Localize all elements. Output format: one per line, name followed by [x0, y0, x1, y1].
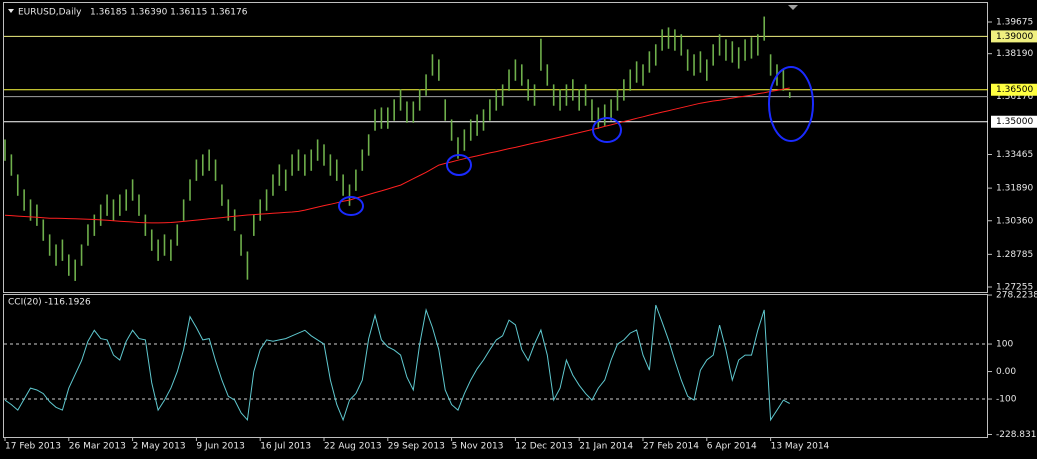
cci-panel: [3, 294, 988, 438]
y-tick-label: -100: [996, 395, 1017, 405]
y-tick-label: 1.30360: [996, 216, 1033, 226]
moving-average: [4, 87, 790, 224]
y-tick-label: 1.28785: [996, 250, 1033, 260]
shift-marker: [788, 5, 798, 10]
price-panel: [3, 2, 988, 293]
level-label: 1.36176: [996, 92, 1033, 102]
y-tick-label: 100: [996, 340, 1013, 350]
circle-annotation: [446, 154, 472, 176]
level-label: 1.36500: [996, 85, 1033, 95]
quote: 1.36185 1.36390 1.36115 1.36176: [90, 8, 248, 18]
y-tick-label: 1.39675: [996, 17, 1033, 27]
level-label: 1.39000: [996, 32, 1033, 42]
level-box: [991, 115, 1037, 128]
level-box: [991, 30, 1037, 43]
cci-line: [4, 304, 790, 422]
level-box: [991, 83, 1037, 96]
y-tick-label: 278.2238: [996, 291, 1037, 301]
circle-annotation: [768, 66, 814, 142]
x-tick-label: 16 Jul 2013: [260, 442, 311, 452]
x-tick-label: 26 Mar 2013: [69, 442, 126, 452]
circle-annotation: [592, 117, 622, 143]
marks: 1.39675 1.38190 1.33465 1.31890 1.30360 1.287…: [4, 16, 1037, 452]
chart-title: EURUSD,Daily: [18, 8, 82, 18]
y-tick-label: 1.38190: [996, 49, 1033, 59]
level-label: 1.35000: [996, 117, 1033, 127]
x-tick-label: 21 Jan 2014: [579, 442, 633, 452]
annotations: [338, 66, 814, 216]
x-tick-label: 9 Jun 2013: [196, 442, 244, 452]
y-tick-label: 0.00: [996, 367, 1016, 377]
x-tick-label: 22 Aug 2013: [324, 442, 382, 452]
x-tick-label: 13 May 2014: [771, 442, 830, 452]
x-tick-label: 12 Dec 2013: [515, 442, 573, 452]
x-tick-label: 27 Feb 2014: [643, 442, 699, 452]
x-tick-label: 17 Feb 2013: [5, 442, 61, 452]
menu-triangle[interactable]: [8, 9, 14, 13]
circle-annotation: [338, 196, 364, 216]
y-tick-label: 1.27255: [996, 283, 1033, 293]
x-tick-label: 6 Apr 2014: [707, 442, 757, 452]
y-tick-label: 1.33465: [996, 150, 1033, 160]
x-tick-label: 29 Sep 2013: [388, 442, 445, 452]
x-tick-label: 2 May 2013: [133, 442, 186, 452]
cci-title: CCI(20) -116.1926: [8, 298, 91, 308]
y-tick-label: 1.31890: [996, 184, 1033, 194]
x-tick-label: 5 Nov 2013: [452, 442, 504, 452]
